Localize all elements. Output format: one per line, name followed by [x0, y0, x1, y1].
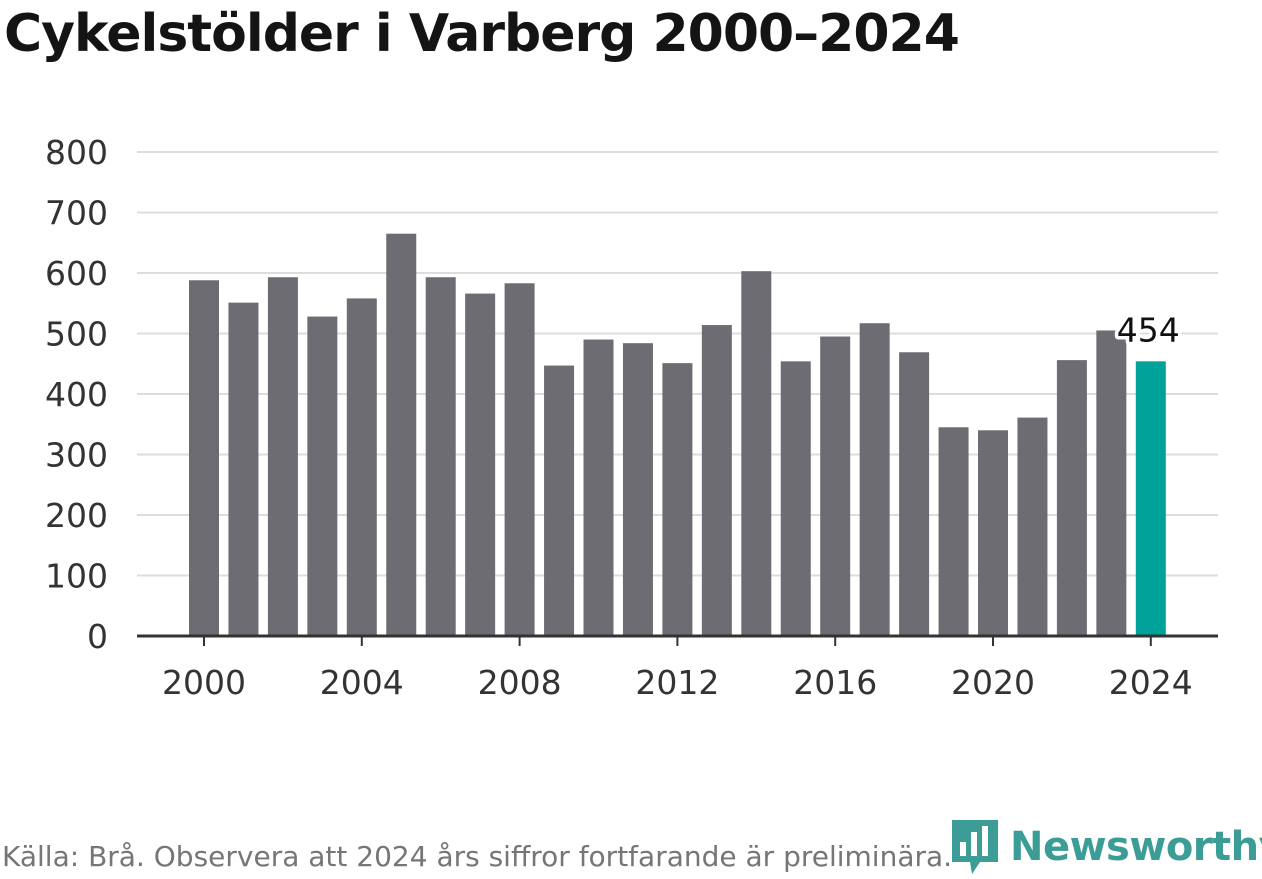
bar-2002 — [267, 277, 298, 636]
x-tick-label: 2016 — [793, 663, 877, 702]
source-note: Källa: Brå. Observera att 2024 års siffr… — [2, 840, 953, 873]
y-tick-label: 500 — [45, 315, 108, 354]
x-tick-label: 2000 — [162, 663, 246, 702]
data-labels: 454 — [1113, 307, 1183, 353]
bars — [189, 233, 1166, 637]
x-tick-label: 2012 — [635, 663, 719, 702]
brand-name: Newsworthy — [1010, 824, 1262, 870]
bar-2015 — [780, 361, 811, 636]
x-tick-label: 2008 — [478, 663, 562, 702]
bar-2003 — [307, 316, 338, 636]
y-axis-ticks: 0 100 200 300 400 500 600 700 800 — [45, 133, 108, 656]
y-tick-label: 100 — [45, 557, 108, 596]
bar-2024 — [1135, 361, 1166, 636]
y-tick-label: 700 — [45, 194, 108, 233]
bar-2004 — [346, 298, 377, 636]
data-label-2024: 454 — [1117, 310, 1180, 349]
bar-2005 — [386, 233, 417, 637]
bar-2021 — [1017, 417, 1048, 636]
bar-2012 — [662, 363, 693, 636]
brand-logo[interactable]: Newsworthy — [950, 818, 1262, 876]
y-tick-label: 0 — [87, 617, 108, 656]
bar-2017 — [859, 323, 890, 636]
y-tick-label: 300 — [45, 436, 108, 475]
chart-title: Cykelstölder i Varberg 2000–2024 — [4, 4, 960, 64]
bar-2009 — [544, 365, 575, 636]
bar-2016 — [820, 336, 851, 636]
bar-2000 — [189, 280, 219, 636]
bar-2007 — [465, 293, 496, 636]
bar-2014 — [741, 271, 772, 636]
bar-2018 — [899, 352, 930, 636]
bar-2023 — [1096, 330, 1127, 636]
x-tick-label: 2020 — [951, 663, 1035, 702]
x-tick-label: 2004 — [320, 663, 404, 702]
bar-2010 — [583, 339, 614, 636]
bar-2001 — [228, 302, 259, 636]
x-axis-ticks: 2000 2004 2008 2012 2016 2020 2024 — [162, 636, 1193, 702]
bar-2013 — [701, 325, 732, 636]
bar-chart-logo-icon — [952, 820, 998, 874]
y-tick-label: 800 — [45, 133, 108, 172]
bar-2008 — [504, 283, 535, 636]
bar-2006 — [425, 277, 456, 636]
y-tick-label: 600 — [45, 254, 108, 293]
y-tick-label: 200 — [45, 496, 108, 535]
bar-2020 — [978, 430, 1008, 636]
y-tick-label: 400 — [45, 375, 108, 414]
bar-2019 — [938, 427, 969, 636]
bar-2022 — [1056, 360, 1087, 636]
bar-2011 — [622, 343, 653, 636]
x-tick-label: 2024 — [1109, 663, 1193, 702]
